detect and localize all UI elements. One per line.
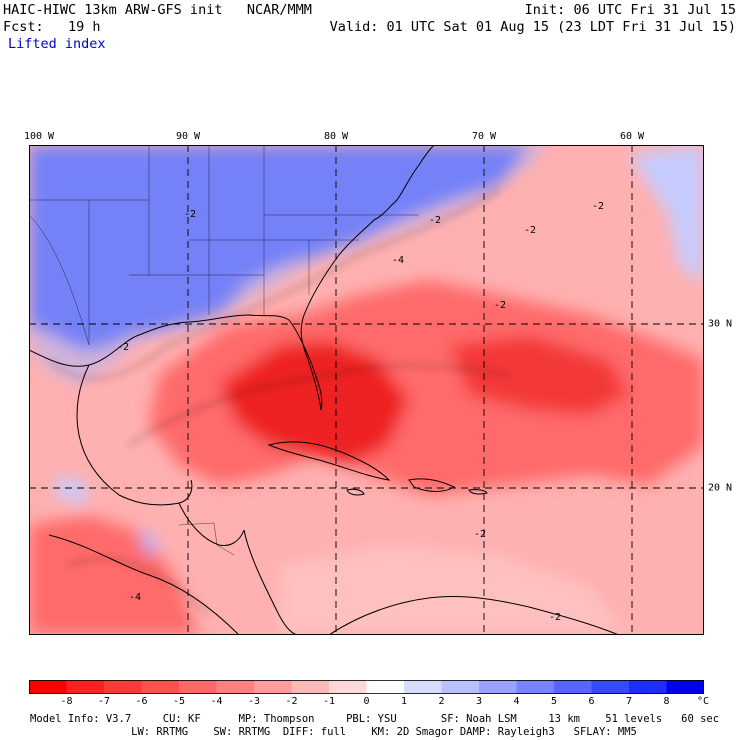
colorbar-cell: [104, 680, 142, 694]
colorbar-cell: [441, 680, 480, 694]
lifted-index-map: -2 -2 -2 -2 -2 -2 -2 -2 -4 -4: [29, 145, 704, 635]
colorbar-cell: [141, 680, 180, 694]
light-blue-central-america: [139, 530, 159, 555]
yucatan-coast: [178, 502, 245, 546]
central-america-coast: [243, 529, 300, 635]
light-blue-mexico: [54, 475, 89, 505]
contour-label: -2: [184, 209, 196, 220]
colorbar-cell: [179, 680, 217, 694]
political-borders: [29, 145, 419, 556]
colorbar-tick-label: 0: [363, 696, 370, 707]
colorbar-cell: [366, 680, 405, 694]
coastlines: [29, 145, 620, 635]
header-valid-time: Valid: 01 UTC Sat 01 Aug 15 (23 LDT Fri …: [329, 19, 736, 35]
colorbar-unit: °C: [696, 696, 710, 707]
us-gulf-coast: [29, 145, 435, 411]
colorbar-tick-label: -3: [247, 696, 261, 707]
contour-label: -2: [592, 201, 604, 212]
south-america-coast: [328, 596, 620, 635]
colorbar-tick-label: 5: [550, 696, 558, 707]
pacific-coast: [48, 534, 240, 635]
colorbar-tick-label: 8: [663, 696, 670, 707]
us-mexico-border: [29, 214, 90, 346]
grid: [29, 145, 704, 635]
hispaniola: [408, 478, 456, 492]
guatemala-border: [178, 522, 235, 556]
contour-line: [48, 189, 500, 379]
contour-line: [128, 365, 510, 446]
colorbar-tick-label: -1: [322, 696, 336, 707]
colorbar-tick-label: -6: [135, 696, 148, 707]
lat-label-30n: 30 N: [708, 318, 733, 330]
contour-label: -2: [494, 300, 506, 311]
colorbar-cell: [404, 680, 442, 694]
lat-label-20n: 20 N: [708, 482, 733, 494]
colorbar-cell: [479, 680, 517, 694]
colorbar-cell: [216, 680, 255, 694]
contour-label: -2: [474, 529, 486, 540]
puerto-rico: [468, 489, 488, 495]
colorbar-tick-label: -4: [210, 696, 223, 707]
colorbar-tick-label: 2: [438, 696, 445, 707]
colorbar-tick-label: 6: [588, 696, 595, 707]
colorbar-tick-label: 1: [400, 696, 408, 707]
colorbar-cell: [554, 680, 592, 694]
colorbar-cell: [29, 680, 67, 694]
medium-red-southwest: [29, 515, 199, 635]
light-red-south: [279, 545, 629, 635]
map-frame: [29, 145, 704, 635]
light-blue-patch-east: [629, 145, 704, 285]
colorbar-tick-label: -7: [97, 696, 111, 707]
colorbar-cell: [591, 680, 630, 694]
model-info-line2: LW: RRTMG SW: RRTMG DIFF: full KM: 2D Sm…: [30, 726, 637, 738]
colorbar-cell: [66, 680, 105, 694]
stable-region-light: [29, 145, 549, 385]
contour-label: -2: [429, 215, 441, 226]
header-init-time: Init: 06 UTC Fri 31 Jul 15: [524, 2, 736, 18]
lon-label-80w: 80 W: [323, 131, 349, 142]
cuba: [267, 441, 391, 481]
colorbar-cell: [329, 680, 367, 694]
colorbar-tick-label: 3: [475, 696, 483, 707]
colorbar: [29, 680, 704, 694]
colorbar-tick-label: -5: [172, 696, 186, 707]
model-info-line1: Model Info: V3.7 CU: KF MP: Thompson PBL…: [30, 713, 720, 725]
strong-red-caribbean: [219, 340, 409, 465]
contour-label: -4: [129, 592, 141, 603]
colorbar-cell: [666, 680, 704, 694]
strong-red-east: [449, 335, 629, 415]
state-border: [29, 145, 419, 345]
colorbar-cell: [291, 680, 330, 694]
colorbar-tick-label: 7: [625, 696, 633, 707]
contour-label: -4: [392, 255, 404, 266]
contour-line: [68, 558, 210, 616]
contour-label: -2: [117, 342, 129, 353]
mexico-coast: [76, 364, 193, 506]
lon-label-70w: 70 W: [471, 131, 497, 142]
lon-label-60w: 60 W: [619, 131, 645, 142]
colorbar-tick-label: -8: [60, 696, 73, 707]
colorbar-tick-label: -2: [285, 696, 298, 707]
colorbar-cell: [516, 680, 555, 694]
header-forecast-hour: Fcst: 19 h: [3, 19, 101, 35]
colorbar-cell: [254, 680, 292, 694]
contour-labels: -2 -2 -2 -2 -2 -2 -2 -2 -4 -4: [117, 201, 604, 623]
field-name: Lifted index: [8, 36, 106, 52]
lon-label-100w: 100 W: [23, 131, 55, 142]
lon-label-90w: 90 W: [175, 131, 201, 142]
contour-label: -2: [524, 225, 536, 236]
colorbar-tick-label: 4: [513, 696, 520, 707]
contour-label: -2: [549, 612, 561, 623]
header-title: HAIC-HIWC 13km ARW-GFS init NCAR/MMM: [3, 2, 312, 18]
jamaica: [346, 488, 365, 496]
colorbar-cell: [629, 680, 667, 694]
